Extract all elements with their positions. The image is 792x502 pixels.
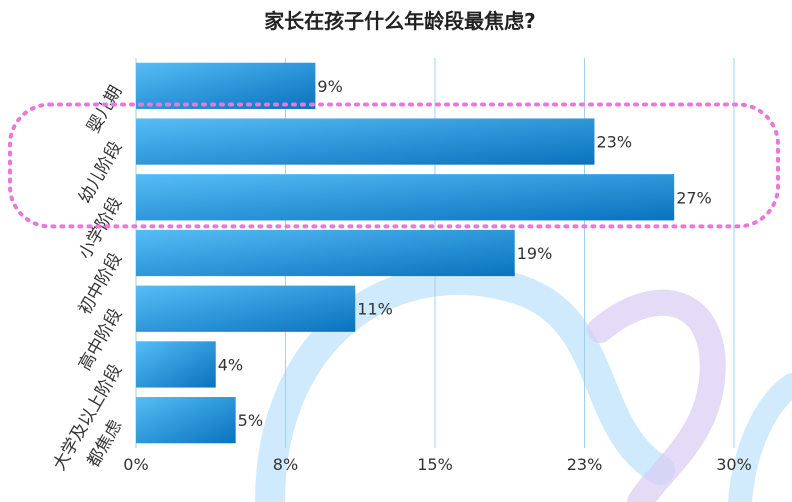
bar-1	[136, 118, 595, 165]
bar-4	[136, 285, 356, 332]
background-decoration	[255, 264, 792, 502]
value-label-0: 9%	[317, 77, 342, 96]
decor-wave-blue-2	[728, 373, 792, 502]
x-axis-ticks: 0% 8% 15% 23% 30%	[123, 455, 751, 474]
value-label-5: 4%	[218, 355, 243, 374]
chart-title: 家长在孩子什么年龄段最焦虑?	[264, 9, 536, 33]
category-label-4: 高中阶段	[75, 305, 126, 374]
x-tick-label-3: 23%	[567, 455, 603, 474]
decor-wave-purple	[587, 289, 726, 502]
value-label-6: 5%	[238, 411, 263, 430]
bar-2	[136, 174, 675, 221]
value-label-1: 23%	[596, 133, 632, 152]
bar-3	[136, 229, 515, 277]
value-label-4: 11%	[357, 300, 393, 319]
bars	[136, 62, 675, 444]
category-label-0: 婴儿期	[84, 82, 127, 136]
value-label-2: 27%	[676, 188, 712, 207]
x-tick-label-4: 30%	[716, 455, 752, 474]
category-label-3: 初中阶段	[75, 250, 126, 319]
highlight-outline	[8, 102, 780, 229]
x-tick-label-0: 0%	[123, 455, 148, 474]
bar-6	[136, 397, 236, 444]
category-label-1: 幼儿阶段	[75, 138, 126, 207]
category-label-2: 小学阶段	[75, 194, 126, 263]
bar-0	[136, 62, 316, 109]
value-label-3: 19%	[517, 244, 553, 263]
x-tick-label-1: 8%	[273, 455, 298, 474]
x-tick-label-2: 15%	[417, 455, 453, 474]
value-labels: 9% 23% 27% 19% 11% 4% 5%	[218, 77, 712, 430]
decor-wave-blue	[255, 264, 675, 502]
bar-5	[136, 341, 216, 388]
